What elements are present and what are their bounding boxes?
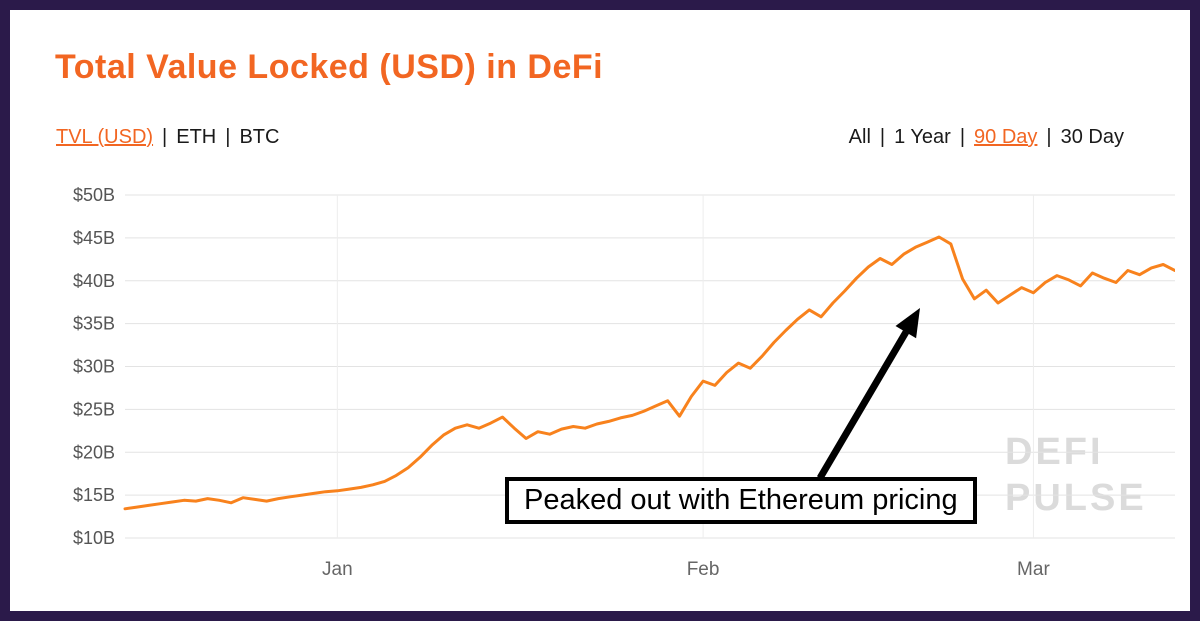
tab-series-eth[interactable]: ETH xyxy=(176,126,217,148)
watermark-line-2: PULSE xyxy=(1005,476,1147,519)
y-axis-tick-label: $15B xyxy=(73,485,115,505)
y-axis-tick-label: $45B xyxy=(73,228,115,248)
tab-series-btc[interactable]: BTC xyxy=(239,126,280,148)
tab-series-tvl-usd[interactable]: TVL (USD) xyxy=(56,126,154,148)
y-axis-tick-label: $40B xyxy=(73,271,115,291)
tab-separator: | xyxy=(959,126,966,148)
tab-range-1-year[interactable]: 1 Year xyxy=(894,126,951,148)
y-axis-tick-label: $25B xyxy=(73,399,115,419)
page-title: Total Value Locked (USD) in DeFi xyxy=(55,48,604,86)
tab-separator: | xyxy=(162,126,168,148)
tvl-line-series xyxy=(123,235,1175,511)
tab-range-all[interactable]: All xyxy=(848,126,871,148)
tab-separator: | xyxy=(879,126,886,148)
y-axis-tick-label: $50B xyxy=(73,185,115,205)
tvl-line-chart: $50B $45B $40B $35B $30B $25B $20B $15B $10B Jan F… xyxy=(73,185,1175,580)
annotation-text: Peaked out with Ethereum pricing xyxy=(524,484,958,516)
y-axis-tick-label: $35B xyxy=(73,314,115,334)
x-axis-tick-label: Jan xyxy=(322,559,353,580)
x-axis-tick-label: Feb xyxy=(687,559,720,580)
tab-separator: | xyxy=(225,126,231,148)
series-tabs: TVL (USD) | ETH | BTC xyxy=(56,126,279,149)
y-axis-tick-label: $10B xyxy=(73,528,115,548)
y-axis-tick-label: $30B xyxy=(73,357,115,377)
tab-separator: | xyxy=(1046,126,1052,148)
annotation-box: Peaked out with Ethereum pricing xyxy=(505,477,977,524)
annotation-arrow-shaft xyxy=(816,330,910,480)
annotation-arrow-head xyxy=(895,308,920,339)
x-axis-tick-label: Mar xyxy=(1017,559,1050,580)
tab-range-30-day[interactable]: 30 Day xyxy=(1060,126,1124,148)
tab-range-90-day[interactable]: 90 Day xyxy=(974,126,1038,148)
y-axis-tick-label: $20B xyxy=(73,442,115,462)
range-tabs: All | 1 Year | 90 Day | 30 Day xyxy=(849,126,1124,149)
